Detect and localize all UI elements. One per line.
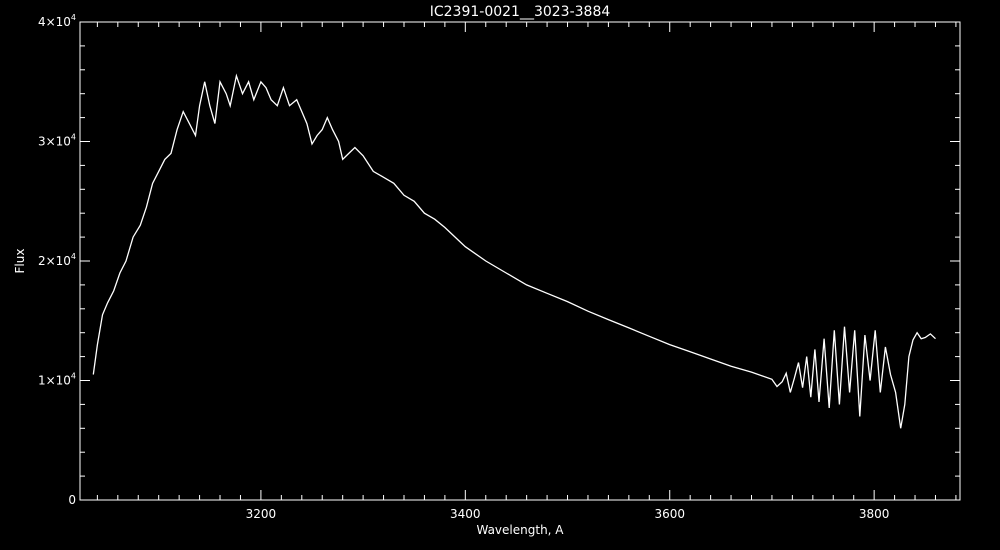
tick-labels: 3200 3400 3600 3800 0 1×104 2×104 3×104 4×104 bbox=[38, 13, 889, 521]
x-tick-label: 3600 bbox=[654, 507, 685, 521]
y-tick-label: 4×104 bbox=[38, 13, 76, 29]
x-tick-label: 3200 bbox=[246, 507, 277, 521]
x-tick-label: 3400 bbox=[450, 507, 481, 521]
chart-title: IC2391-0021__3023-3884 bbox=[430, 4, 611, 20]
y-axis-label: Flux bbox=[13, 249, 27, 274]
spectrum-line bbox=[92, 73, 936, 429]
x-tick-label: 3800 bbox=[859, 507, 890, 521]
y-tick-label: 2×104 bbox=[38, 252, 76, 268]
y-tick-label: 0 bbox=[68, 493, 76, 507]
x-axis-label: Wavelength, A bbox=[476, 523, 564, 537]
axis-ticks bbox=[80, 21, 960, 501]
y-tick-label: 3×104 bbox=[38, 133, 76, 149]
y-tick-label: 1×104 bbox=[38, 372, 76, 388]
